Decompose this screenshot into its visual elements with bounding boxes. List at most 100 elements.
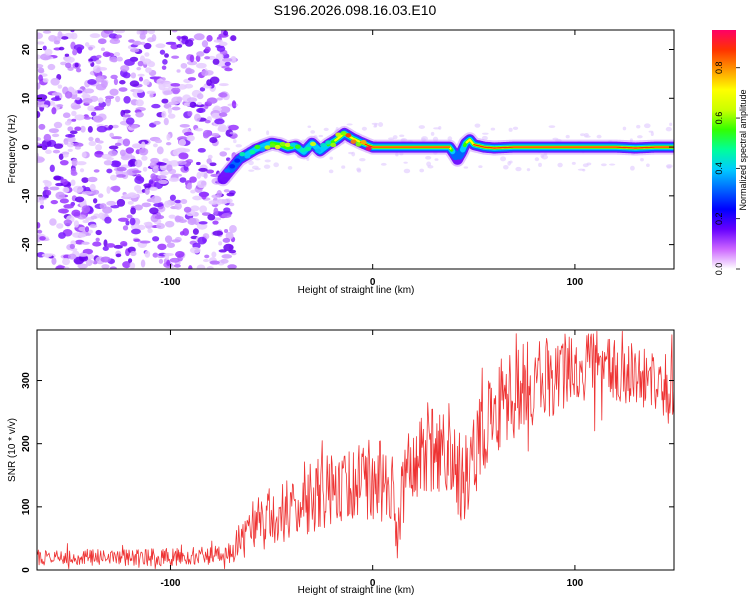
- noise-blob: [37, 82, 41, 90]
- noise-blob: [78, 226, 87, 232]
- signal-blob: [254, 144, 261, 150]
- noise-blob: [119, 149, 126, 157]
- noise-blob: [143, 42, 152, 50]
- noise-blob: [125, 220, 130, 226]
- noise-blob: [174, 199, 182, 204]
- colorbar-tick-label: 0.0: [714, 263, 724, 276]
- noise-blob: [478, 165, 483, 169]
- noise-blob: [669, 122, 673, 127]
- noise-blob: [179, 123, 190, 128]
- colorbar: 0.0 0.2 0.4 0.6 0.8 Normalized spectral ampl…: [712, 30, 748, 275]
- noise-blob: [156, 146, 164, 155]
- noise-blob: [348, 151, 354, 155]
- noise-blob: [218, 83, 229, 87]
- signal-blob: [330, 142, 337, 148]
- noise-blob: [179, 231, 185, 236]
- noise-blob: [114, 142, 122, 147]
- noise-blob: [40, 104, 49, 108]
- noise-blob: [169, 257, 180, 263]
- noise-blob: [224, 61, 231, 66]
- signal-blob: [304, 146, 311, 152]
- noise-blob: [133, 88, 144, 94]
- noise-blob: [170, 43, 179, 50]
- noise-blob: [38, 196, 45, 201]
- noise-blob: [209, 260, 220, 265]
- spectrogram-image: [37, 30, 674, 269]
- noise-blob: [226, 192, 235, 197]
- noise-blob: [39, 205, 44, 209]
- noise-blob: [139, 33, 146, 40]
- signal-blob: [279, 141, 286, 147]
- noise-blob: [129, 80, 140, 87]
- noise-blob: [74, 126, 82, 131]
- noise-blob: [78, 233, 86, 238]
- noise-blob: [67, 126, 74, 132]
- noise-blob: [218, 124, 227, 131]
- noise-blob: [221, 254, 233, 259]
- noise-blob: [163, 252, 174, 257]
- signal-blob: [350, 139, 357, 144]
- noise-blob: [152, 236, 160, 242]
- noise-blob: [209, 76, 220, 85]
- noise-blob: [143, 79, 150, 86]
- noise-blob: [189, 176, 197, 183]
- y-tick-label: 20: [21, 44, 32, 56]
- noise-blob: [229, 131, 236, 135]
- noise-blob: [152, 143, 158, 148]
- noise-blob: [97, 38, 107, 45]
- noise-blob: [158, 258, 164, 264]
- noise-blob: [106, 243, 116, 248]
- noise-blob: [159, 49, 166, 55]
- noise-blob: [196, 107, 206, 113]
- noise-blob: [127, 200, 134, 205]
- noise-blob: [188, 265, 193, 269]
- noise-blob: [310, 130, 316, 134]
- noise-blob: [101, 264, 110, 269]
- noise-blob: [223, 147, 231, 151]
- noise-blob: [79, 168, 85, 173]
- noise-blob: [83, 116, 92, 120]
- noise-blob: [96, 125, 108, 133]
- noise-blob: [134, 159, 143, 168]
- noise-blob: [215, 53, 224, 61]
- noise-blob: [346, 123, 353, 126]
- noise-blob: [137, 60, 144, 67]
- signal-blob: [244, 154, 251, 159]
- noise-blob: [116, 56, 123, 62]
- noise-blob: [123, 58, 135, 66]
- noise-blob: [88, 58, 93, 62]
- noise-blob: [201, 70, 209, 77]
- noise-blob: [194, 104, 206, 108]
- colorbar-tick-label: 0.4: [714, 162, 724, 175]
- noise-blob: [426, 161, 432, 167]
- noise-blob: [225, 129, 234, 137]
- noise-blob: [180, 198, 188, 204]
- snr-x-ticks: -100 0 100: [160, 330, 584, 589]
- y-tick-label: 200: [21, 435, 32, 452]
- noise-blob: [434, 158, 439, 161]
- noise-blob: [44, 48, 53, 56]
- noise-blob: [171, 55, 180, 59]
- colorbar-tick-label: 0.8: [714, 61, 724, 74]
- noise-blob: [53, 175, 62, 181]
- noise-blob: [118, 87, 128, 92]
- noise-blob: [67, 86, 74, 92]
- signal-blob: [299, 148, 306, 153]
- noise-blob: [403, 168, 411, 174]
- noise-blob: [100, 47, 105, 52]
- noise-blob: [135, 149, 141, 155]
- noise-blob: [219, 106, 231, 114]
- noise-blob: [154, 215, 165, 220]
- noise-blob: [136, 30, 141, 35]
- spectrogram-xlabel: Height of straight line (km): [298, 285, 415, 296]
- signal-blob: [229, 164, 236, 169]
- noise-blob: [571, 161, 576, 165]
- noise-blob: [99, 215, 105, 220]
- noise-blob: [115, 34, 123, 39]
- noise-blob: [145, 67, 152, 73]
- noise-blob: [89, 33, 101, 39]
- snr-frame: [36, 329, 675, 571]
- noise-blob: [418, 125, 425, 129]
- noise-blob: [500, 156, 507, 162]
- noise-blob: [209, 162, 217, 167]
